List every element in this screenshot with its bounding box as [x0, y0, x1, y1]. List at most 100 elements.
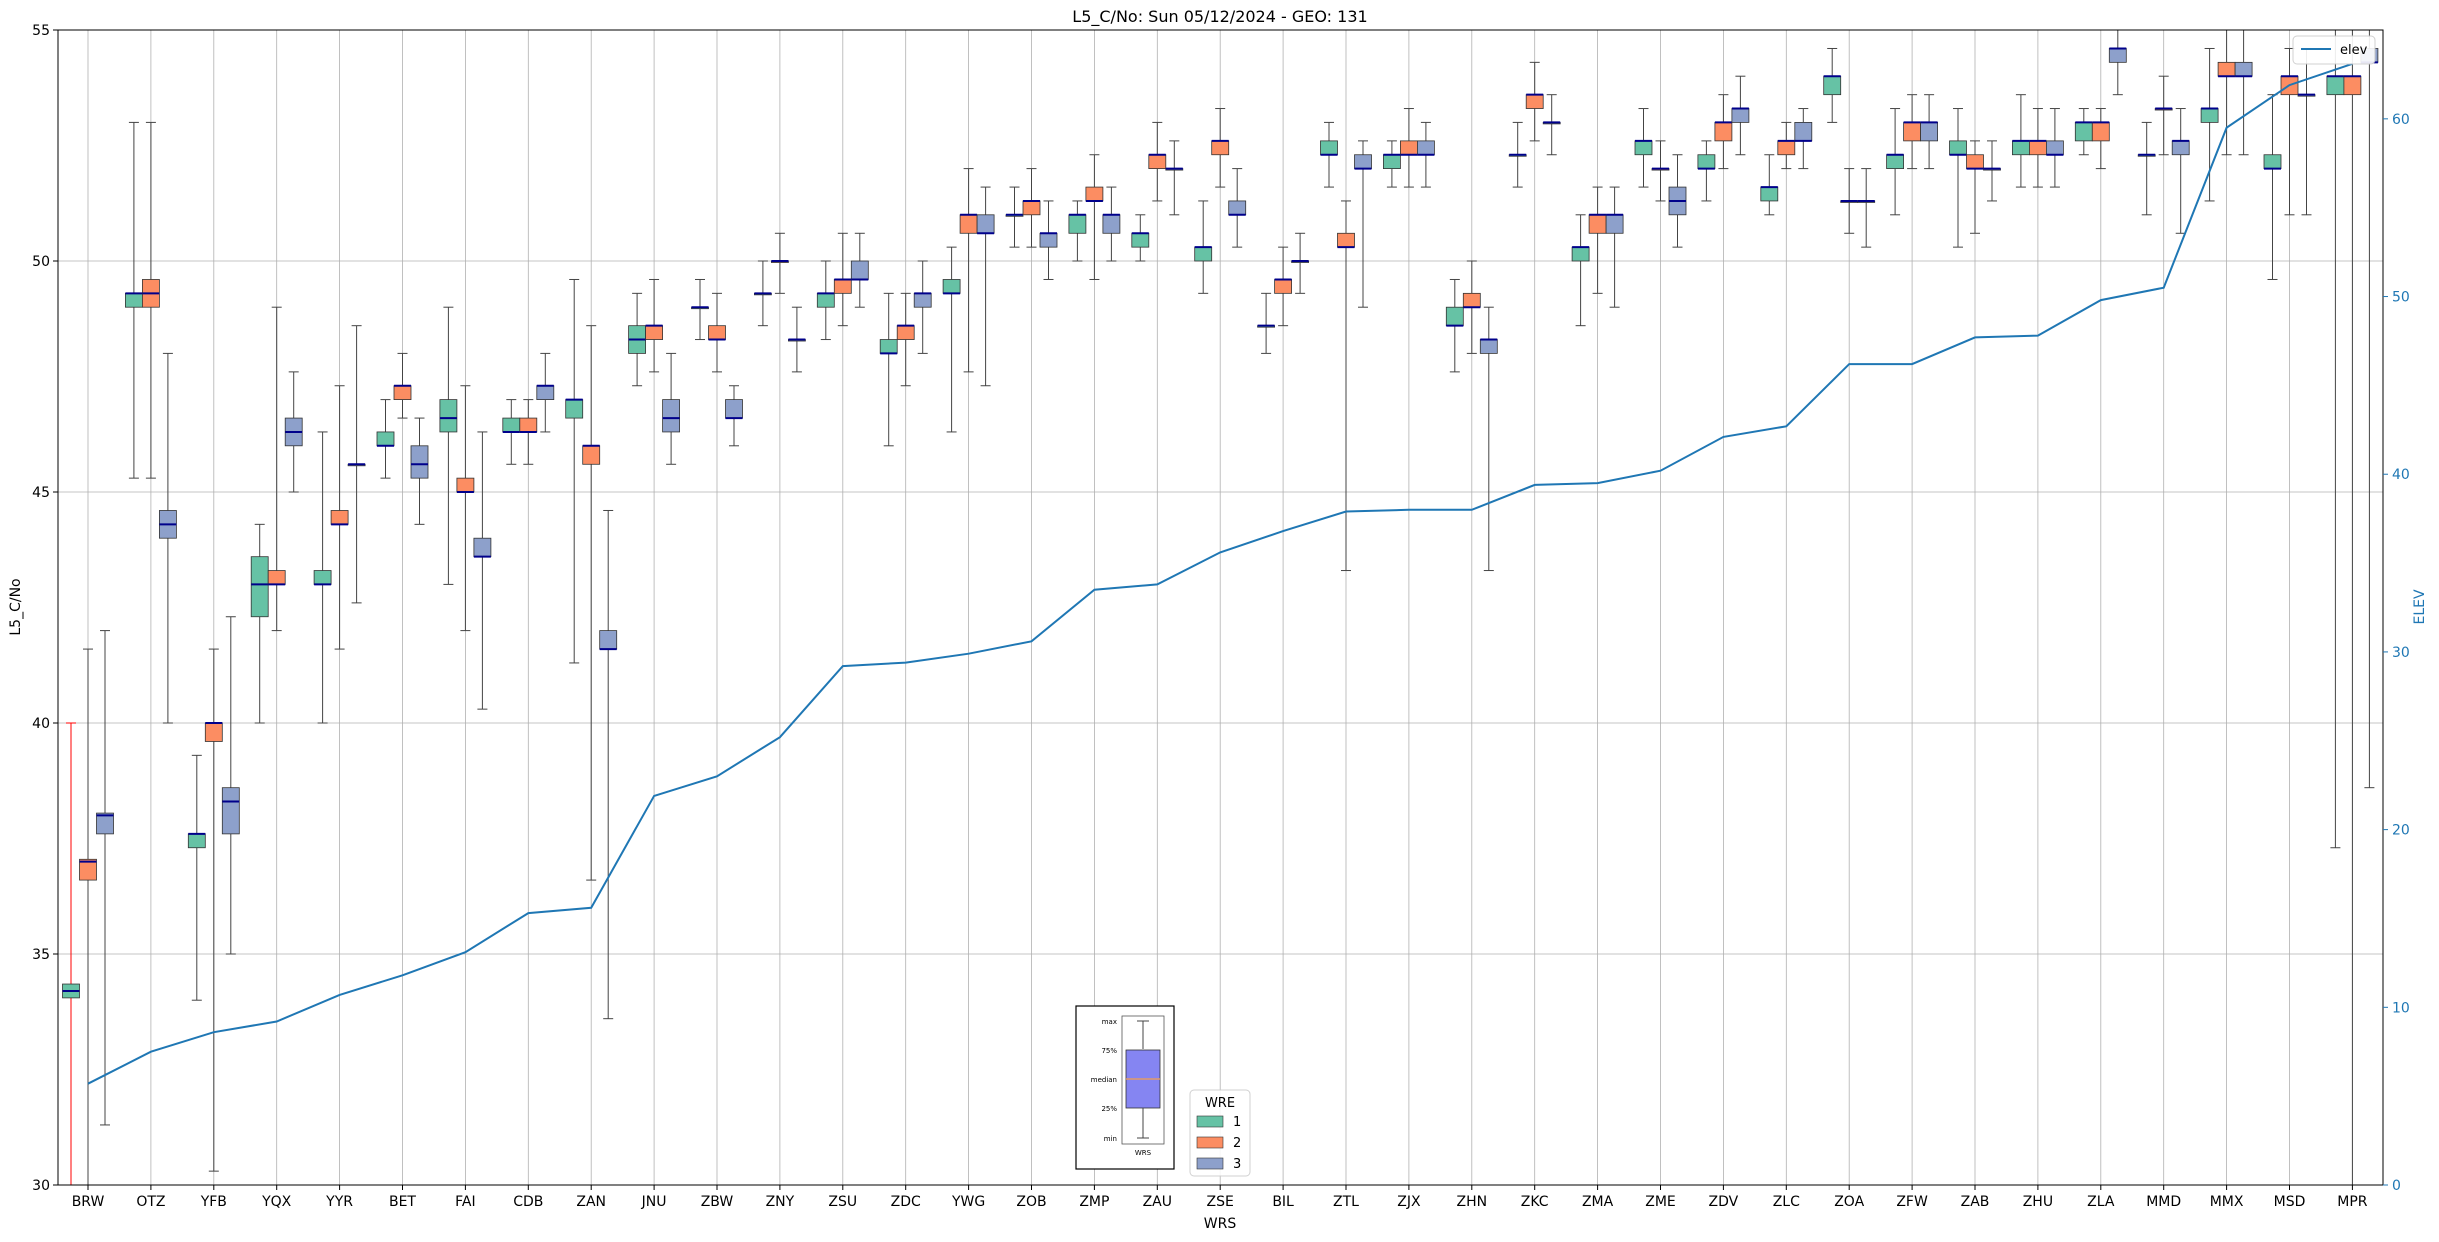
- box-wre-3: [850, 232, 869, 308]
- box-wre-3: [1542, 94, 1561, 156]
- box-body: [1148, 154, 1167, 170]
- x-tick-label: ZAN: [576, 1194, 606, 1210]
- box-wre-3: [1039, 200, 1058, 280]
- box-wre-2: [1714, 94, 1733, 170]
- box-body: [662, 399, 680, 433]
- box-body: [1949, 140, 1967, 156]
- box-body: [1068, 214, 1087, 234]
- box-body: [96, 812, 114, 835]
- box-wre-2: [204, 648, 223, 1172]
- elev-legend-label: elev: [2340, 43, 2368, 58]
- box-wre-2: [141, 121, 160, 479]
- box-body: [2263, 154, 2282, 170]
- box-body: [1022, 200, 1041, 216]
- y-tick-label: 30: [32, 1178, 50, 1194]
- x-tick-label: MSD: [2274, 1194, 2306, 1210]
- x-tick-label: YFB: [200, 1194, 227, 1210]
- y-tick-label: 35: [32, 947, 50, 963]
- box-wre-3: [2108, 30, 2127, 96]
- box-body: [1274, 279, 1292, 294]
- box-body: [1634, 140, 1653, 156]
- box-body: [2012, 140, 2030, 156]
- box-wre-2: [833, 232, 852, 327]
- box-wre-1: [1949, 108, 1967, 248]
- x-tick-label: ZMP: [1079, 1194, 1109, 1210]
- box-body: [896, 325, 915, 340]
- box-body: [1697, 154, 1716, 170]
- box-wre-2: [1337, 200, 1355, 572]
- elev-line-layer: [87, 62, 2353, 1085]
- box-wre-3: [1228, 168, 1247, 248]
- x-tick-label: ZMA: [1582, 1194, 1614, 1210]
- box-wre-2: [645, 278, 663, 373]
- box-body: [2171, 140, 2190, 156]
- box-body: [1903, 122, 1921, 142]
- x-tick-label: ZOA: [1834, 1194, 1864, 1210]
- box-body: [2326, 75, 2345, 96]
- box-body: [1085, 186, 1104, 202]
- box-wre-3: [1794, 108, 1813, 170]
- box-body: [1886, 154, 1904, 170]
- box-wre-2: [2154, 75, 2173, 156]
- box-wre-3: [1354, 140, 1372, 308]
- box-wre-2: [1022, 168, 1041, 248]
- y2-tick-label: 30: [2392, 645, 2410, 661]
- box-wre-1: [250, 523, 269, 724]
- boxplot-inset-legend: max 75% median 25% min WRS: [1075, 1005, 1175, 1170]
- box-body: [2074, 122, 2093, 142]
- box-wre-2: [1903, 94, 1921, 170]
- box-wre-2: [959, 168, 978, 373]
- box-body: [2234, 61, 2253, 77]
- box-wre-1: [62, 722, 80, 1185]
- box-body: [1354, 154, 1372, 170]
- box-body: [313, 570, 332, 585]
- y-tick-label: 50: [32, 254, 50, 270]
- box-body: [1383, 154, 1401, 170]
- box-body: [250, 556, 269, 618]
- y-tick-label: 45: [32, 485, 50, 501]
- x-tick-label: YQX: [261, 1194, 292, 1210]
- box-body: [1194, 246, 1213, 262]
- box-wre-1: [1760, 154, 1779, 216]
- box-wre-3: [96, 630, 114, 1126]
- box-wre-1: [565, 278, 584, 664]
- box-body: [204, 722, 223, 742]
- chart-title: L5_C/No: Sun 05/12/2024 - GEO: 131: [1072, 7, 1367, 27]
- x-tick-label: ZBW: [701, 1194, 734, 1210]
- box-body: [1760, 186, 1779, 202]
- box-body: [959, 214, 978, 234]
- box-wre-2: [330, 385, 349, 650]
- axis-layer: BRW OTZ YFB YQX YYR BET FAI CDB ZAN JNU ZBW ZNY ZSU Z…: [32, 23, 2410, 1210]
- box-wre-1: [1571, 214, 1590, 327]
- box-body: [79, 858, 97, 881]
- box-wre-3: [1857, 168, 1876, 248]
- x-tick-label: ZNY: [766, 1194, 795, 1210]
- x-tick-label: BRW: [72, 1194, 105, 1210]
- box-wre-3: [221, 616, 240, 955]
- box-wre-2: [771, 232, 789, 294]
- box-body: [221, 787, 240, 835]
- x-tick-label: MPR: [2337, 1194, 2368, 1210]
- box-wre-3: [725, 385, 743, 447]
- box-body: [502, 417, 521, 433]
- box-body: [1920, 122, 1938, 142]
- box-wre-1: [2200, 47, 2219, 202]
- elev-legend-frame: [2292, 35, 2376, 65]
- box-wre-3: [347, 325, 366, 604]
- box-body: [410, 445, 429, 479]
- box-wre-3: [788, 306, 806, 373]
- box-wre-3: [536, 352, 555, 433]
- box-body: [708, 325, 726, 340]
- box-wre-2: [1274, 246, 1292, 327]
- x-tick-label: ZKC: [1521, 1194, 1549, 1210]
- box-wre-2: [896, 292, 915, 387]
- box-wre-1: [1005, 186, 1024, 248]
- box-wre-1: [1383, 140, 1401, 188]
- box-wre-3: [1920, 94, 1938, 170]
- box-layer: [62, 30, 2379, 1185]
- box-wre-1: [1257, 292, 1275, 354]
- y2-tick-label: 20: [2392, 823, 2410, 839]
- inset-label-max: max: [1102, 1018, 1117, 1026]
- box-wre-1: [502, 399, 521, 465]
- box-body: [976, 214, 995, 234]
